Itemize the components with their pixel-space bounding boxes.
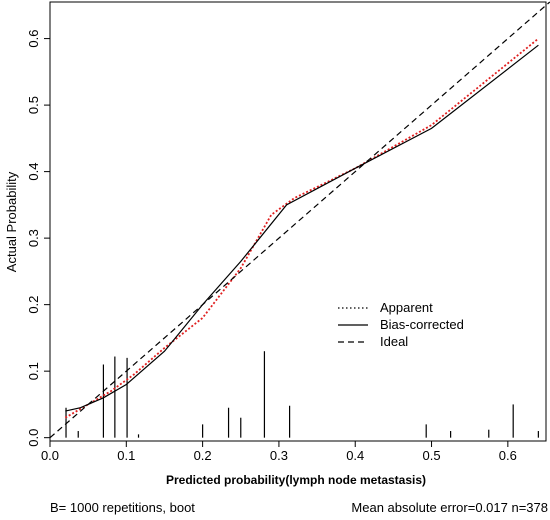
- series-bias-corrected-line: [65, 44, 539, 412]
- y-tick-label-0: 0.0: [26, 429, 41, 447]
- y-tick-label-6: 0.6: [26, 30, 41, 48]
- legend-ideal-label: Ideal: [380, 334, 408, 349]
- plot-layer: 0.0 0.1 0.2 0.3 0.4 0.5 0.6 0.0 0.1 0.2 0.3 0.4 0.5 0…: [26, 1, 550, 463]
- legend-bias-corrected-label: Bias-corrected: [380, 317, 464, 332]
- y-tick-label-1: 0.1: [26, 362, 41, 380]
- legend-apparent-label: Apparent: [380, 300, 433, 315]
- legend: Apparent Bias-corrected Ideal: [338, 300, 464, 349]
- y-tick-label-3: 0.3: [26, 229, 41, 247]
- x-tick-label-0: 0.0: [41, 448, 59, 463]
- y-axis-label: Actual Probability: [4, 171, 19, 272]
- x-axis-label: Predicted probability(lymph node metasta…: [166, 473, 426, 487]
- x-tick-label-1: 0.1: [117, 448, 135, 463]
- y-tick-label-5: 0.5: [26, 96, 41, 114]
- x-tick-label-3: 0.3: [270, 448, 288, 463]
- x-tick-label-6: 0.6: [499, 448, 517, 463]
- x-tick-label-4: 0.4: [346, 448, 364, 463]
- series-ideal-line: [49, 1, 550, 439]
- plot-frame: [49, 1, 547, 442]
- footer-left: B= 1000 repetitions, boot: [50, 500, 195, 515]
- y-tick-label-2: 0.2: [26, 296, 41, 314]
- x-tick-label-5: 0.5: [422, 448, 440, 463]
- y-tick-label-4: 0.4: [26, 163, 41, 181]
- x-tick-label-2: 0.2: [194, 448, 212, 463]
- footer-right: Mean absolute error=0.017 n=378: [351, 500, 548, 515]
- series-apparent-line: [64, 37, 539, 419]
